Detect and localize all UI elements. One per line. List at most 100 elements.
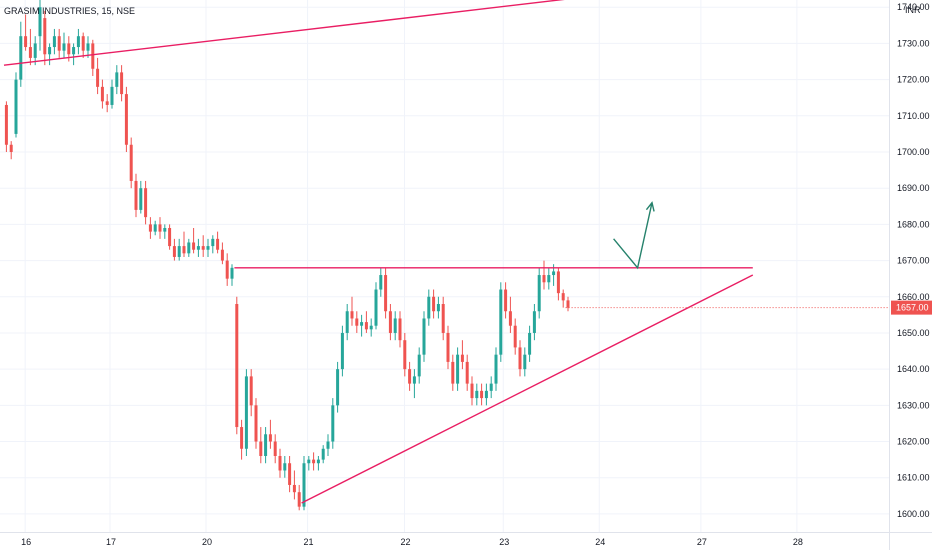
last-price-tag-background bbox=[891, 300, 932, 315]
projection-path bbox=[613, 202, 653, 270]
candle-body bbox=[374, 289, 378, 326]
candle-body bbox=[134, 180, 138, 210]
candle-body bbox=[72, 47, 76, 55]
candle-body bbox=[384, 275, 388, 312]
candle-body bbox=[254, 405, 258, 442]
candle-body bbox=[427, 296, 431, 319]
candle-body bbox=[340, 332, 344, 370]
candle-body bbox=[129, 144, 133, 181]
y-tick-label: 1610.00 bbox=[897, 473, 930, 483]
candle-body bbox=[350, 311, 354, 319]
candles-layer bbox=[4, 0, 570, 511]
candle-body bbox=[542, 275, 546, 283]
x-tick-label: 24 bbox=[595, 537, 605, 547]
chart-title: GRASIM INDUSTRIES, 15, NSE bbox=[4, 6, 135, 16]
candle-body bbox=[249, 376, 253, 406]
candle-body bbox=[86, 43, 90, 51]
candle-body bbox=[321, 448, 325, 460]
candle-body bbox=[379, 275, 383, 290]
candle-body bbox=[312, 459, 316, 464]
x-tick-label: 20 bbox=[202, 537, 212, 547]
candle-body bbox=[456, 354, 460, 384]
candle-body bbox=[364, 322, 368, 330]
candle-body bbox=[144, 188, 148, 218]
candle-body bbox=[264, 434, 268, 456]
projection-arrowhead bbox=[645, 201, 655, 212]
candle-body bbox=[556, 271, 560, 294]
candle-body bbox=[561, 293, 565, 301]
time-axis[interactable]: 16 17 20 21 22 23 24 27 28 bbox=[21, 537, 803, 547]
y-tick-label: 1660.00 bbox=[897, 292, 930, 302]
candle-body bbox=[288, 463, 292, 485]
candle-body bbox=[422, 318, 426, 355]
candle-body bbox=[283, 463, 287, 471]
candle-body bbox=[124, 94, 128, 145]
candle-body bbox=[417, 354, 421, 377]
candle-body bbox=[432, 296, 436, 312]
candle-body bbox=[148, 224, 152, 232]
candle-body bbox=[216, 238, 220, 250]
candle-body bbox=[76, 36, 80, 48]
candle-body bbox=[96, 68, 100, 87]
x-tick-label: 16 bbox=[21, 537, 31, 547]
y-tick-label: 1680.00 bbox=[897, 219, 930, 229]
candle-body bbox=[57, 36, 61, 51]
y-tick-label: 1690.00 bbox=[897, 183, 930, 193]
candle-body bbox=[441, 304, 445, 333]
candle-body bbox=[115, 72, 119, 87]
y-tick-label: 1600.00 bbox=[897, 509, 930, 519]
last-price-tag: 1657.00 bbox=[891, 300, 932, 315]
candle-body bbox=[278, 456, 282, 471]
candle-body bbox=[547, 275, 551, 283]
candle-body bbox=[398, 318, 402, 341]
candle-body bbox=[460, 354, 464, 362]
candle-body bbox=[259, 441, 263, 456]
candle-body bbox=[81, 36, 85, 51]
candle-body bbox=[120, 72, 124, 95]
candle-body bbox=[168, 228, 172, 247]
candle-body bbox=[436, 304, 440, 312]
grid-lines bbox=[0, 0, 889, 532]
candle-body bbox=[220, 249, 224, 261]
x-tick-label: 28 bbox=[793, 537, 803, 547]
candle-body bbox=[360, 322, 364, 326]
candle-body bbox=[100, 86, 104, 102]
trendline-rising-support bbox=[301, 274, 754, 504]
candle-body bbox=[105, 101, 109, 105]
candle-body bbox=[91, 43, 95, 69]
candle-body bbox=[537, 275, 541, 312]
y-tick-label: 1740.00 bbox=[897, 2, 930, 12]
candle-body bbox=[345, 311, 349, 333]
candle-body bbox=[230, 267, 234, 279]
candle-body bbox=[518, 347, 522, 370]
candle-body bbox=[355, 318, 359, 326]
candle-body bbox=[33, 43, 37, 58]
candle-body bbox=[297, 492, 301, 507]
candle-body bbox=[388, 311, 392, 333]
candle-body bbox=[523, 354, 527, 370]
trendline-upper-channel bbox=[3, 0, 565, 66]
candle-body bbox=[292, 484, 296, 493]
candle-body bbox=[206, 246, 210, 250]
candle-body bbox=[38, 7, 42, 37]
candle-body bbox=[504, 289, 508, 312]
y-tick-label: 1650.00 bbox=[897, 328, 930, 338]
last-price-tag-text: 1657.00 bbox=[896, 303, 929, 313]
candle-body bbox=[28, 47, 32, 58]
y-tick-label: 1710.00 bbox=[897, 111, 930, 121]
candle-body bbox=[451, 361, 455, 384]
candle-body bbox=[499, 289, 503, 355]
y-tick-label: 1630.00 bbox=[897, 400, 930, 410]
candle-body bbox=[62, 43, 66, 51]
candle-body bbox=[412, 376, 416, 384]
candle-body bbox=[177, 246, 181, 257]
candle-body bbox=[302, 463, 306, 507]
price-axis[interactable]: 1600.00 1610.00 1620.00 1630.00 1640.00 1650.… bbox=[897, 2, 930, 519]
candle-body bbox=[240, 427, 244, 449]
y-tick-label: 1700.00 bbox=[897, 147, 930, 157]
candle-body bbox=[446, 332, 450, 362]
candle-body bbox=[508, 311, 512, 326]
candle-body bbox=[43, 18, 47, 55]
